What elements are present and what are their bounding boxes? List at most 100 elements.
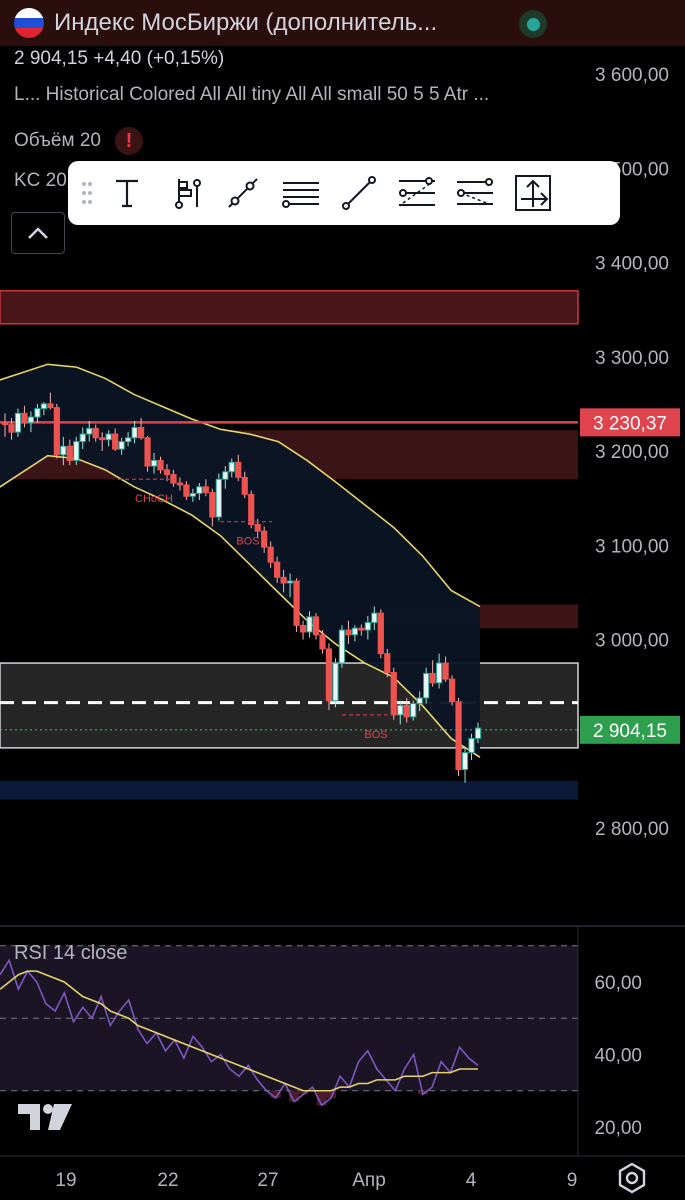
rsi-oversold-fill xyxy=(298,1090,309,1095)
y-axis-tick: 3 600,00 xyxy=(595,65,669,86)
drawing-toolbar[interactable] xyxy=(68,161,620,225)
candle-body xyxy=(21,412,28,424)
candle-body xyxy=(150,459,158,467)
candle-body xyxy=(86,427,93,435)
candle-body xyxy=(319,634,326,650)
text-tool-button[interactable] xyxy=(98,168,156,218)
candle-body xyxy=(241,476,248,495)
x-axis-tick: 22 xyxy=(157,1170,178,1191)
note-flag-icon xyxy=(175,179,201,209)
candle-body xyxy=(306,616,313,633)
candle-body xyxy=(312,616,320,636)
y-axis-tick: 3 000,00 xyxy=(595,631,669,652)
candle-body xyxy=(371,612,378,624)
candle-body xyxy=(468,737,475,754)
candle-body xyxy=(325,648,333,702)
candle-body xyxy=(429,672,436,684)
x-axis-tick: 19 xyxy=(55,1170,76,1191)
volume-label: Объём 20 xyxy=(14,130,101,151)
candle-body xyxy=(27,416,35,424)
parallel-channel-tool-button[interactable] xyxy=(446,168,504,218)
collapse-legend-button[interactable] xyxy=(11,212,65,254)
candle-body xyxy=(60,445,67,456)
candle-body xyxy=(222,471,229,480)
candle-body xyxy=(215,478,222,518)
candle-body xyxy=(34,408,41,418)
candle-body xyxy=(299,624,307,633)
candle-body xyxy=(47,403,54,409)
candle-body xyxy=(436,662,443,684)
drag-handle-icon[interactable] xyxy=(76,173,98,213)
candle-body xyxy=(267,546,274,563)
candle-body xyxy=(228,461,235,473)
settings-icon[interactable] xyxy=(616,1162,648,1194)
chevron-up-icon xyxy=(28,227,48,239)
rsi-oversold-fill xyxy=(289,1090,300,1102)
candle-body xyxy=(397,704,404,716)
symbol-header[interactable]: Индекс МосБиржи (дополнитель... xyxy=(0,0,685,46)
candle-body xyxy=(144,437,151,467)
candle-body xyxy=(254,524,261,532)
candle-body xyxy=(286,580,294,584)
candle-body xyxy=(157,459,164,471)
candle-body xyxy=(416,697,423,705)
current-price-label: 2 904,15 xyxy=(593,721,667,742)
rsi-oversold-fill xyxy=(270,1090,281,1098)
candle-body xyxy=(8,424,15,433)
candle-body xyxy=(176,482,184,486)
measure-tool-button[interactable] xyxy=(504,168,562,218)
candle-body xyxy=(448,678,456,703)
candle-body xyxy=(338,629,346,664)
indicator-legend[interactable]: L... Historical Colored All All tiny All… xyxy=(14,84,490,105)
rsi-ma-line xyxy=(0,970,478,1092)
horizontal-lines-icon xyxy=(282,182,319,208)
candle-body xyxy=(79,433,86,443)
candle-body xyxy=(73,441,80,461)
rsi-legend[interactable]: RSI 14 close xyxy=(14,942,128,964)
horizontal-lines-tool-button[interactable] xyxy=(272,168,330,218)
y-axis-tick: 3 300,00 xyxy=(595,348,669,369)
candle-body xyxy=(40,403,47,410)
candle-body xyxy=(137,426,145,439)
candle-body xyxy=(351,627,358,636)
note-tool-button[interactable] xyxy=(156,168,214,218)
candle-body xyxy=(332,662,339,702)
rsi-line xyxy=(0,958,479,1107)
candle-body xyxy=(235,461,242,478)
candle-body xyxy=(183,484,190,497)
keltner-upper xyxy=(0,363,481,608)
candle-body xyxy=(364,622,371,631)
candle-body xyxy=(163,469,171,476)
y-axis-tick: 3 100,00 xyxy=(595,536,669,557)
y-axis-tick: 3 200,00 xyxy=(595,442,669,463)
symbol-title[interactable]: Индекс МосБиржи (дополнитель... xyxy=(54,9,438,36)
trend-line-tool-button[interactable] xyxy=(214,168,272,218)
candle-body xyxy=(455,701,462,771)
x-axis-tick: 9 xyxy=(567,1170,578,1191)
candle-body xyxy=(345,629,352,636)
candle-body xyxy=(474,727,482,739)
line-tool-button[interactable] xyxy=(330,168,388,218)
warning-icon[interactable]: ! xyxy=(114,127,143,155)
fib-tool-button[interactable] xyxy=(388,168,446,218)
candle-body xyxy=(209,491,216,518)
candle-body xyxy=(461,752,469,771)
candle-body xyxy=(92,427,99,439)
candle-body xyxy=(170,474,177,484)
structure-label: BOS xyxy=(364,729,387,741)
price-change: 2 904,15 +4,40 (+0,15%) xyxy=(14,48,225,69)
candle-body xyxy=(261,530,268,548)
kc-legend[interactable]: KC 20 xyxy=(14,170,67,191)
volume-legend[interactable]: Объём 20 ! xyxy=(0,126,685,156)
candle-body xyxy=(66,445,73,461)
text-icon xyxy=(116,179,138,208)
candle-body xyxy=(53,407,60,456)
candle-body xyxy=(99,437,106,441)
candle-body xyxy=(280,576,287,584)
level-price-badge xyxy=(580,408,680,437)
demand-zone xyxy=(0,780,578,800)
supply-zone xyxy=(0,290,579,325)
y-axis-tick: 3 400,00 xyxy=(595,254,669,275)
candle-body xyxy=(390,671,397,716)
